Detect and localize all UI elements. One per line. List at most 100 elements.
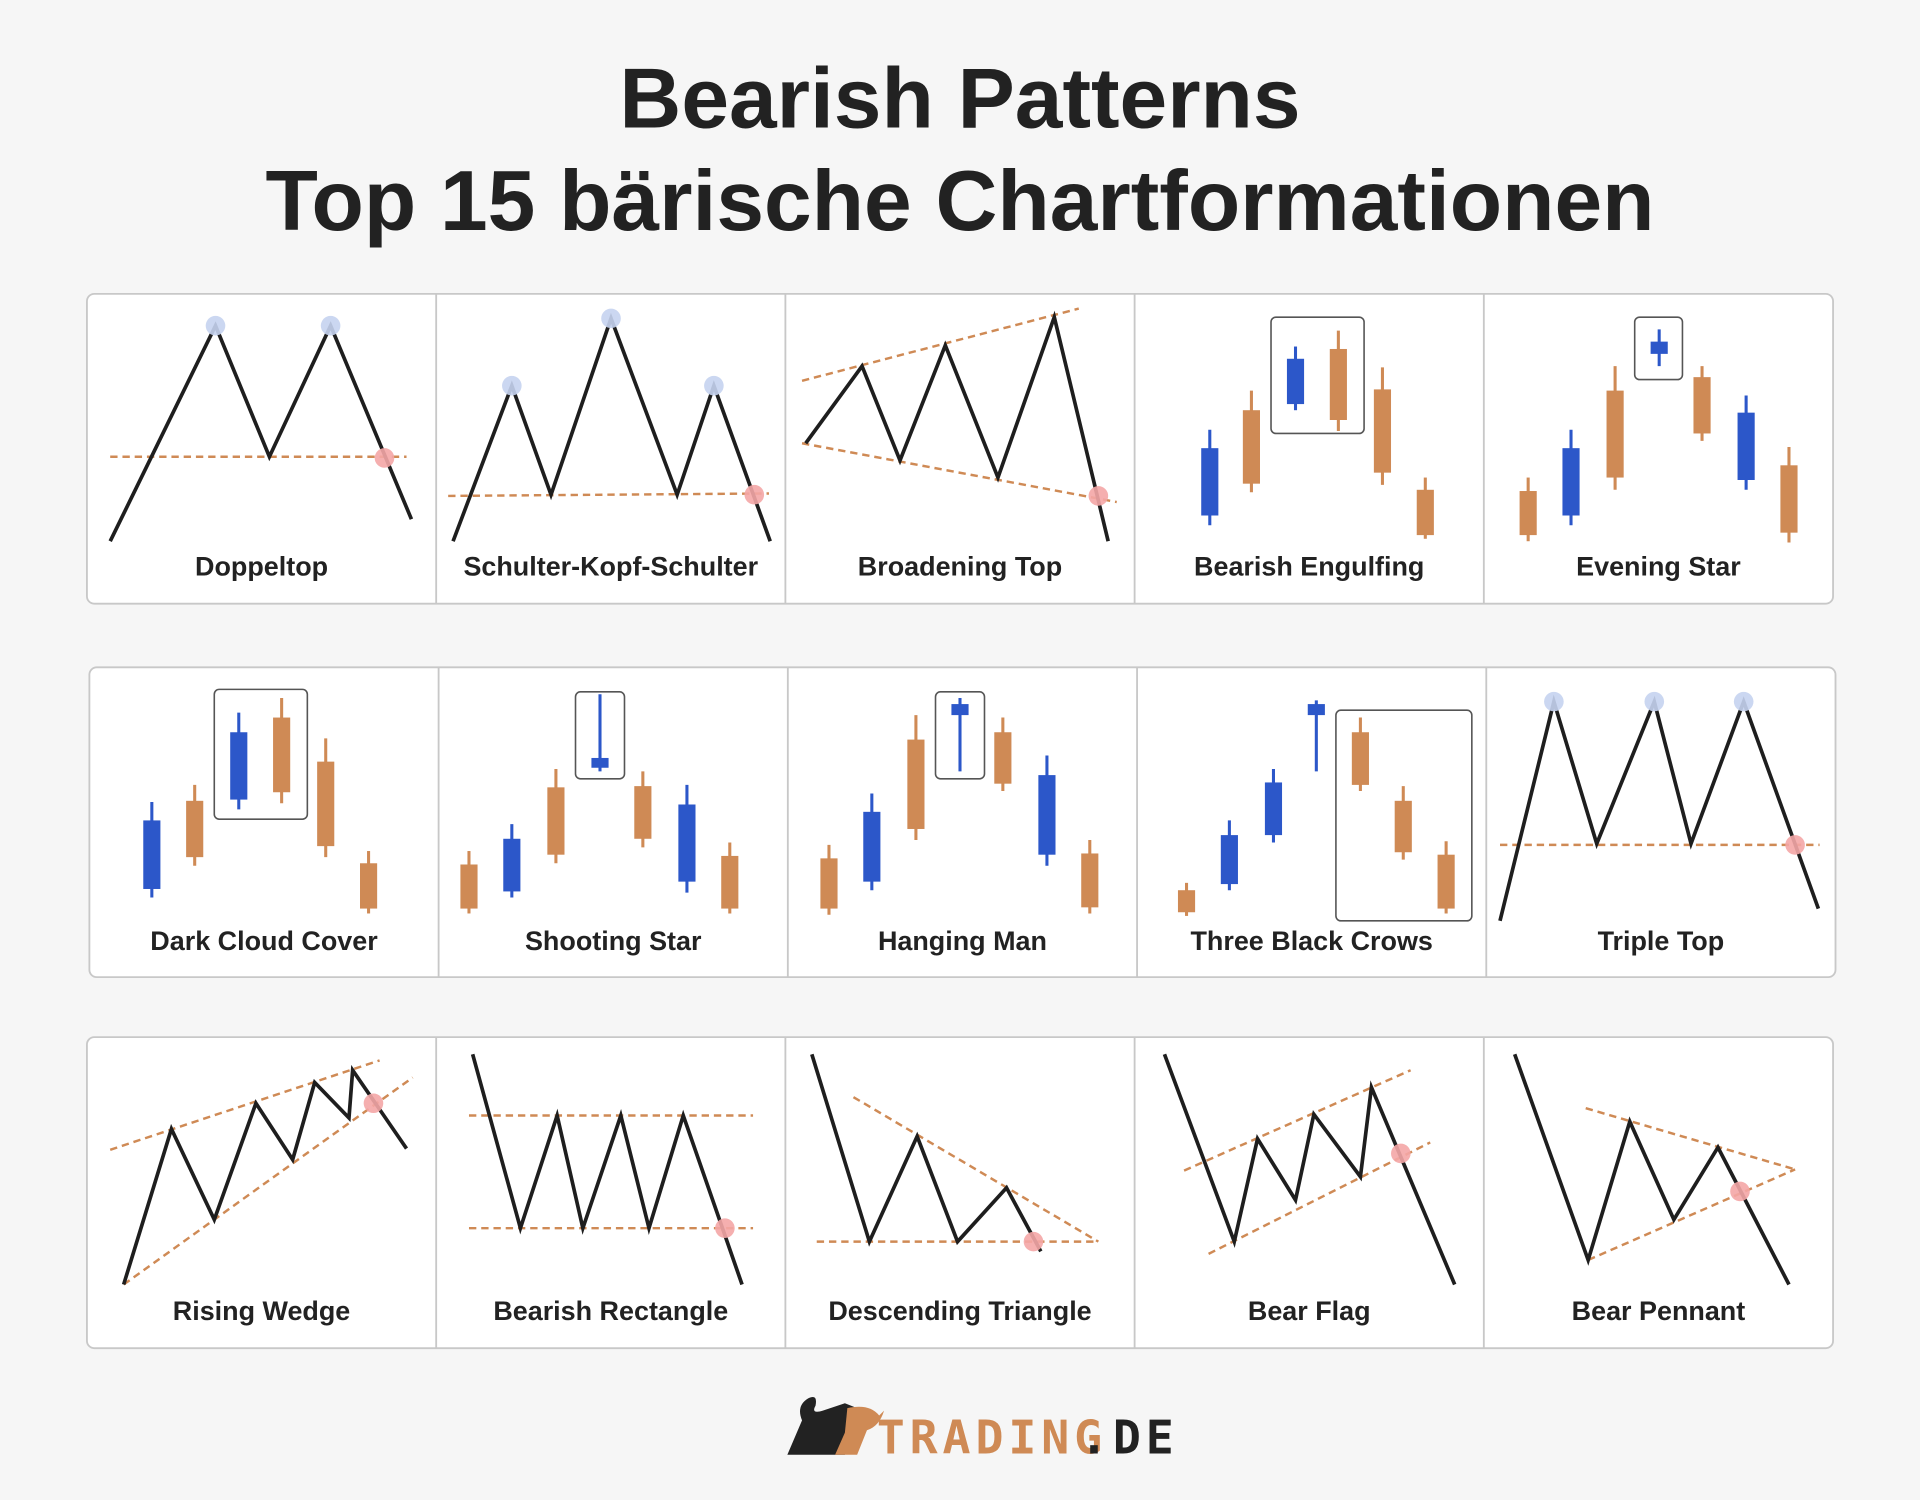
breakout-marker — [374, 448, 395, 468]
pattern-label: Dark Cloud Cover — [150, 926, 378, 956]
pattern-label: Bear Pennant — [1572, 1296, 1746, 1326]
bullish-candle — [1286, 358, 1305, 405]
bearish-candle — [1081, 853, 1099, 908]
trend-line — [1587, 1168, 1796, 1262]
bearish-candle — [273, 717, 291, 793]
bearish-candle — [907, 739, 925, 829]
bearish-candle — [460, 864, 478, 909]
pattern-row — [88, 666, 1837, 979]
bullish-candle — [1307, 704, 1325, 716]
bullish-candle — [863, 811, 881, 882]
trend-line — [1208, 1141, 1431, 1255]
bearish-candle — [1693, 377, 1711, 434]
bearish-candle — [1177, 890, 1196, 913]
bearish-candle — [1351, 732, 1369, 785]
bullish-candle — [1264, 782, 1283, 836]
breakout-marker — [715, 1218, 735, 1238]
bullish-candle — [1201, 448, 1219, 516]
breakout-marker — [1088, 486, 1109, 506]
logo-brand: TRADING — [877, 1410, 1107, 1464]
peak-marker — [502, 375, 522, 396]
pattern-label: Evening Star — [1576, 552, 1741, 582]
breakout-marker — [1023, 1231, 1044, 1252]
bullish-candle — [1562, 448, 1580, 516]
highlight-box — [574, 691, 626, 780]
price-line — [1512, 1053, 1791, 1286]
bearish-candle — [994, 732, 1012, 784]
trend-line — [801, 307, 1080, 383]
trend-line — [1183, 1069, 1412, 1172]
trend-line — [852, 1096, 1099, 1243]
bearish-candle — [820, 858, 838, 909]
logo: TRADING .DE — [787, 1396, 1179, 1464]
bearish-candle — [1519, 491, 1537, 536]
bearish-candle — [1394, 800, 1412, 853]
trend-line — [801, 442, 1117, 504]
bearish-candle — [1606, 390, 1624, 478]
pattern-label: Triple Top — [1598, 926, 1725, 956]
breakout-marker — [363, 1093, 384, 1114]
bearish-candle — [1416, 489, 1434, 536]
bull-icon — [787, 1396, 885, 1455]
logo-suffix: .DE — [1080, 1410, 1179, 1464]
peak-marker — [320, 315, 341, 336]
peak-marker — [601, 308, 621, 329]
price-line — [470, 1053, 744, 1286]
price-line — [108, 321, 414, 543]
price-line — [1162, 1053, 1457, 1286]
pattern-label: Schulter-Kopf-Schulter — [463, 552, 758, 582]
breakout-marker — [1730, 1181, 1750, 1202]
bullish-candle — [230, 732, 248, 800]
pattern-label: Bearish Engulfing — [1194, 552, 1424, 582]
bearish-candle — [186, 800, 204, 858]
bullish-candle — [591, 757, 609, 768]
title-line-1: Bearish Patterns — [619, 50, 1300, 146]
price-line — [810, 1053, 1043, 1253]
breakout-marker — [744, 484, 765, 505]
pattern-label: Shooting Star — [525, 926, 702, 956]
bullish-candle — [951, 704, 969, 716]
bearish-candle — [721, 855, 739, 909]
peak-marker — [1733, 691, 1754, 712]
bearish-candle — [1373, 389, 1392, 473]
bearish-candle — [1242, 410, 1260, 484]
trend-line — [448, 492, 769, 498]
pattern-label: Bear Flag — [1248, 1296, 1371, 1326]
bearish-candle — [1780, 465, 1798, 533]
pattern-grid: Doppeltop Schulter-Kopf-Schulter Broadenin… — [86, 292, 1837, 1350]
pattern-label: Three Black Crows — [1190, 926, 1432, 956]
peak-marker — [1644, 691, 1665, 712]
peak-marker — [704, 375, 724, 396]
pattern-label: Rising Wedge — [173, 1296, 351, 1326]
bearish-candle — [1437, 854, 1455, 909]
bearish-candle — [1329, 348, 1347, 420]
bullish-candle — [1038, 775, 1056, 855]
peak-marker — [205, 315, 226, 336]
bearish-candle — [547, 787, 565, 855]
trend-line — [109, 1059, 380, 1151]
peak-marker — [1544, 691, 1564, 712]
trend-line — [122, 1076, 414, 1286]
pattern-label: Doppeltop — [195, 552, 328, 582]
pattern-label: Hanging Man — [878, 926, 1047, 956]
breakout-marker — [1785, 835, 1805, 855]
highlight-box — [213, 688, 309, 820]
bearish-candle — [360, 863, 378, 909]
bullish-candle — [1737, 412, 1755, 480]
pattern-label: Broadening Top — [858, 552, 1062, 582]
pattern-label: Bearish Rectangle — [493, 1296, 728, 1326]
pattern-row — [86, 292, 1834, 605]
bullish-candle — [1220, 835, 1238, 885]
bearish-candle — [317, 761, 335, 847]
price-line — [121, 1064, 409, 1286]
bearish-candle — [634, 786, 652, 839]
bullish-candle — [1650, 341, 1668, 354]
bullish-candle — [678, 804, 696, 882]
price-line — [804, 310, 1110, 542]
pattern-label: Descending Triangle — [828, 1296, 1091, 1326]
highlight-box — [934, 691, 986, 780]
highlight-box — [1335, 709, 1473, 922]
bullish-candle — [503, 838, 521, 892]
breakout-marker — [1391, 1143, 1411, 1164]
